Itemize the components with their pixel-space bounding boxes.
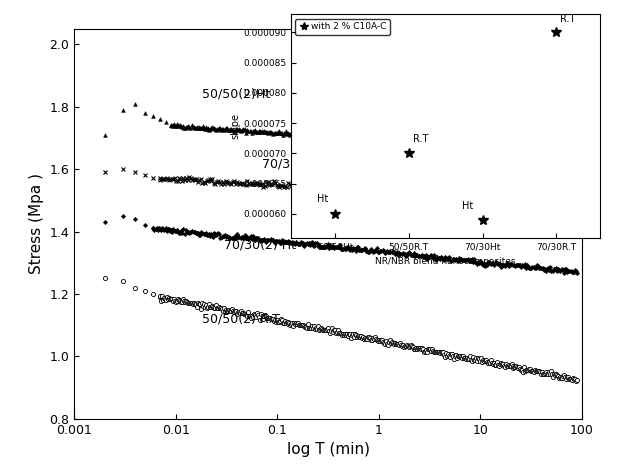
X-axis label: NR/NBR blend nanocomposites: NR/NBR blend nanocomposites — [376, 258, 516, 267]
Text: R.T: R.T — [412, 134, 428, 144]
Y-axis label: slope: slope — [230, 113, 240, 139]
Text: Ht: Ht — [462, 201, 473, 211]
Y-axis label: Stress (Mpa ): Stress (Mpa ) — [29, 173, 44, 274]
Text: 70/30(2) Ht: 70/30(2) Ht — [224, 238, 297, 252]
Text: 70/30(2) R.T: 70/30(2) R.T — [262, 158, 339, 170]
Text: R.T: R.T — [560, 13, 575, 23]
Text: Ht: Ht — [317, 194, 328, 204]
X-axis label: log T (min): log T (min) — [287, 442, 370, 457]
Text: 50/50(2)Ht: 50/50(2)Ht — [202, 87, 270, 100]
Text: 50/50(2) R.T: 50/50(2) R.T — [202, 312, 280, 325]
Legend: with 2 % C10A-C: with 2 % C10A-C — [295, 19, 390, 35]
